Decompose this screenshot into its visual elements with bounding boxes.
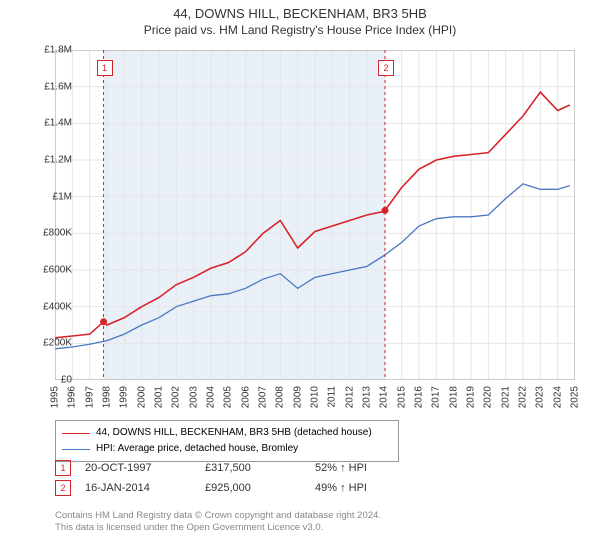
x-tick-label: 2015 bbox=[396, 386, 407, 408]
x-tick-label: 2013 bbox=[362, 386, 373, 408]
y-tick-label: £1.8M bbox=[44, 45, 72, 56]
x-tick-label: 1999 bbox=[119, 386, 130, 408]
chart-container: 44, DOWNS HILL, BECKENHAM, BR3 5HB Price… bbox=[0, 0, 600, 560]
y-tick-label: £1.4M bbox=[44, 118, 72, 129]
x-tick-label: 1997 bbox=[84, 386, 95, 408]
chart-sale-marker-2: 2 bbox=[378, 60, 394, 76]
x-tick-label: 2003 bbox=[188, 386, 199, 408]
x-tick-label: 2020 bbox=[483, 386, 494, 408]
x-tick-label: 2001 bbox=[154, 386, 165, 408]
legend-label-hpi: HPI: Average price, detached house, Brom… bbox=[96, 441, 298, 457]
y-tick-label: £1.6M bbox=[44, 81, 72, 92]
sale-date-1: 20-OCT-1997 bbox=[85, 462, 205, 474]
x-tick-label: 2016 bbox=[414, 386, 425, 408]
legend-swatch-hpi bbox=[62, 449, 90, 450]
legend-row-hpi: HPI: Average price, detached house, Brom… bbox=[62, 441, 392, 457]
x-tick-label: 2010 bbox=[310, 386, 321, 408]
x-tick-label: 2021 bbox=[500, 386, 511, 408]
x-tick-label: 2012 bbox=[344, 386, 355, 408]
sale-rows: 1 20-OCT-1997 £317,500 52% ↑ HPI 2 16-JA… bbox=[55, 460, 435, 500]
legend-swatch-property bbox=[62, 433, 90, 434]
x-tick-label: 1998 bbox=[102, 386, 113, 408]
x-tick-label: 2017 bbox=[431, 386, 442, 408]
attribution-line2: This data is licensed under the Open Gov… bbox=[55, 522, 555, 534]
x-tick-label: 2022 bbox=[518, 386, 529, 408]
chart-sale-marker-1: 1 bbox=[97, 60, 113, 76]
x-tick-label: 2005 bbox=[223, 386, 234, 408]
x-tick-label: 2019 bbox=[466, 386, 477, 408]
y-tick-label: £800K bbox=[43, 228, 72, 239]
title-block: 44, DOWNS HILL, BECKENHAM, BR3 5HB Price… bbox=[0, 0, 600, 37]
x-tick-label: 2011 bbox=[327, 386, 338, 408]
sale-date-2: 16-JAN-2014 bbox=[85, 482, 205, 494]
sale-price-1: £317,500 bbox=[205, 462, 315, 474]
x-tick-label: 2000 bbox=[136, 386, 147, 408]
y-tick-label: £200K bbox=[43, 338, 72, 349]
x-tick-label: 2002 bbox=[171, 386, 182, 408]
x-tick-label: 1995 bbox=[50, 386, 61, 408]
x-tick-label: 2006 bbox=[240, 386, 251, 408]
sale-row-2: 2 16-JAN-2014 £925,000 49% ↑ HPI bbox=[55, 480, 435, 496]
x-tick-label: 2008 bbox=[275, 386, 286, 408]
sale-row-1: 1 20-OCT-1997 £317,500 52% ↑ HPI bbox=[55, 460, 435, 476]
x-tick-label: 2009 bbox=[292, 386, 303, 408]
y-tick-label: £600K bbox=[43, 265, 72, 276]
x-tick-label: 1996 bbox=[67, 386, 78, 408]
y-tick-label: £400K bbox=[43, 301, 72, 312]
x-tick-label: 2014 bbox=[379, 386, 390, 408]
x-tick-label: 2007 bbox=[258, 386, 269, 408]
title-subtitle: Price paid vs. HM Land Registry's House … bbox=[0, 23, 600, 37]
attribution-line1: Contains HM Land Registry data © Crown c… bbox=[55, 510, 555, 522]
x-tick-label: 2004 bbox=[206, 386, 217, 408]
y-tick-label: £1M bbox=[53, 191, 72, 202]
attribution: Contains HM Land Registry data © Crown c… bbox=[55, 510, 555, 535]
sale-price-2: £925,000 bbox=[205, 482, 315, 494]
legend-row-property: 44, DOWNS HILL, BECKENHAM, BR3 5HB (deta… bbox=[62, 425, 392, 441]
legend-label-property: 44, DOWNS HILL, BECKENHAM, BR3 5HB (deta… bbox=[96, 425, 372, 441]
y-tick-label: £1.2M bbox=[44, 155, 72, 166]
x-tick-label: 2025 bbox=[570, 386, 581, 408]
plot-svg bbox=[55, 50, 575, 380]
sale-marker-2: 2 bbox=[55, 480, 71, 496]
sale-hpi-1: 52% ↑ HPI bbox=[315, 462, 435, 474]
chart-area bbox=[55, 50, 575, 380]
x-tick-label: 2023 bbox=[535, 386, 546, 408]
sale-marker-1: 1 bbox=[55, 460, 71, 476]
x-tick-label: 2024 bbox=[552, 386, 563, 408]
y-tick-label: £0 bbox=[61, 375, 72, 386]
legend: 44, DOWNS HILL, BECKENHAM, BR3 5HB (deta… bbox=[55, 420, 399, 462]
x-tick-label: 2018 bbox=[448, 386, 459, 408]
sale-hpi-2: 49% ↑ HPI bbox=[315, 482, 435, 494]
title-address: 44, DOWNS HILL, BECKENHAM, BR3 5HB bbox=[0, 6, 600, 21]
